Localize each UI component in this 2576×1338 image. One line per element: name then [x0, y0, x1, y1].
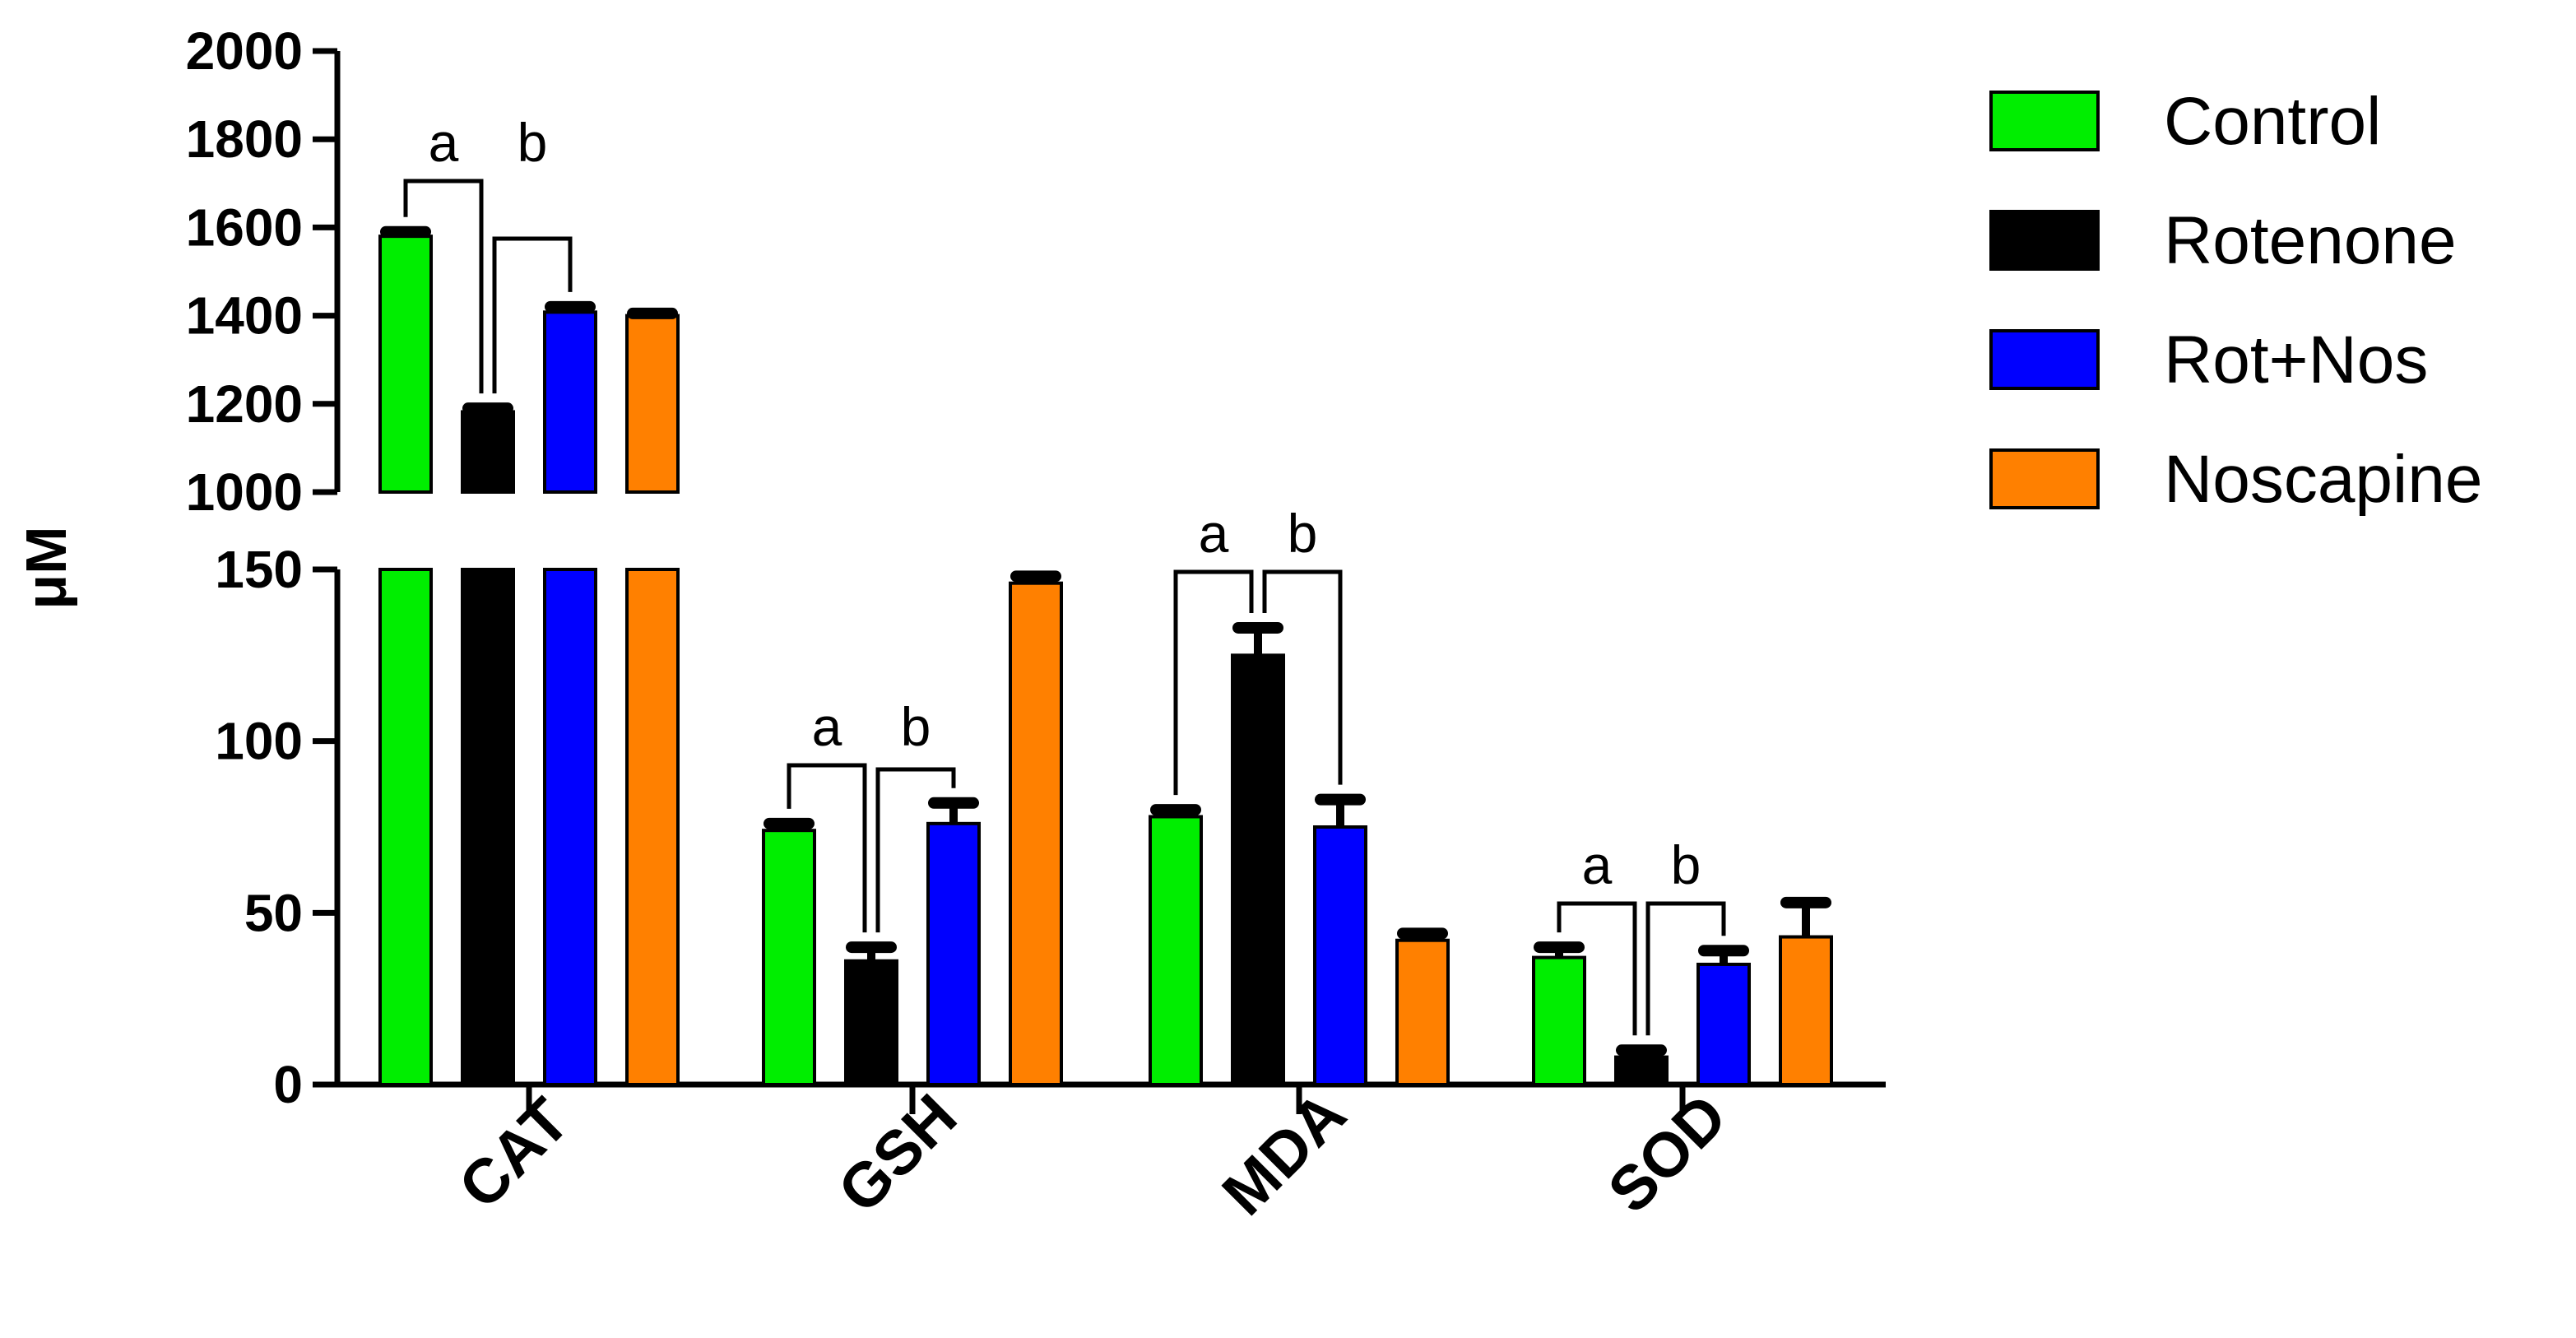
- bar: [378, 568, 433, 1086]
- sig-letter-a: a: [1582, 834, 1613, 895]
- y-tick-label: 2000: [186, 21, 303, 81]
- bar: [1149, 815, 1203, 1086]
- bar: [1779, 935, 1833, 1086]
- bar: [762, 829, 816, 1086]
- legend-label: Noscapine: [2164, 442, 2482, 517]
- bar: [1532, 955, 1586, 1086]
- bar: [1231, 653, 1285, 1086]
- bar: [844, 959, 898, 1087]
- bar: [378, 235, 433, 494]
- sig-letter-b: b: [1671, 834, 1701, 895]
- bar: [625, 568, 680, 1086]
- bar: [1009, 581, 1063, 1086]
- bar: [1696, 962, 1751, 1087]
- bar: [625, 314, 680, 494]
- y-tick-label: 1600: [186, 197, 303, 257]
- bracket-a: [403, 179, 484, 394]
- bar: [543, 568, 597, 1086]
- bar: [543, 310, 597, 495]
- y-tick-label: 0: [273, 1055, 303, 1114]
- y-tick-label: 1000: [186, 462, 303, 522]
- sig-letter-a: a: [812, 696, 842, 757]
- bracket-b: [1262, 569, 1343, 785]
- bars: [378, 225, 1833, 1087]
- legend-label: Rotenone: [2164, 203, 2457, 278]
- y-tick-label: 1800: [186, 109, 303, 169]
- axes: 1000 1200 1400 1600 1800 2000 0 50 100 150: [186, 21, 1886, 1114]
- bar: [1614, 1055, 1669, 1086]
- y-tick-label: 1400: [186, 286, 303, 346]
- legend-label: Control: [2164, 84, 2381, 159]
- y-tick-label: 50: [244, 883, 303, 942]
- legend-swatch: [1989, 448, 2100, 509]
- legend: Control Rotenone Rot+Nos Noscapine: [1989, 84, 2482, 517]
- sig-letter-b: b: [518, 112, 548, 173]
- bar: [461, 410, 515, 494]
- x-tick-labels: CAT GSH MDA SOD: [446, 1079, 1741, 1229]
- legend-swatch: [1989, 210, 2100, 271]
- bracket-b: [1645, 901, 1726, 1036]
- x-tick-label: GSH: [825, 1081, 971, 1227]
- significance-brackets: a ba ba ba b: [403, 112, 1726, 1036]
- legend-swatch: [1989, 329, 2100, 390]
- sig-letter-b: b: [901, 696, 931, 757]
- y-axis-label: μM: [14, 526, 78, 609]
- bracket-a: [1173, 569, 1254, 796]
- bar: [1395, 938, 1450, 1086]
- sig-letter-a: a: [1199, 503, 1229, 564]
- y-tick-label: 1200: [186, 374, 303, 434]
- y-tick-label: 100: [215, 712, 303, 771]
- legend-swatch: [1989, 91, 2100, 151]
- bar: [926, 821, 981, 1086]
- bracket-b: [875, 767, 956, 933]
- x-tick-label: CAT: [446, 1085, 583, 1223]
- bar: [461, 568, 515, 1086]
- bracket-b: [492, 236, 573, 394]
- x-tick-label: SOD: [1595, 1081, 1741, 1227]
- x-tick-label: MDA: [1209, 1079, 1359, 1229]
- legend-label: Rot+Nos: [2164, 323, 2428, 397]
- bracket-a: [1557, 901, 1637, 1036]
- sig-letter-b: b: [1288, 503, 1318, 564]
- bracket-a: [787, 763, 867, 933]
- y-tick-label: 150: [215, 540, 303, 599]
- bar: [1313, 825, 1367, 1086]
- sig-letter-a: a: [429, 112, 459, 173]
